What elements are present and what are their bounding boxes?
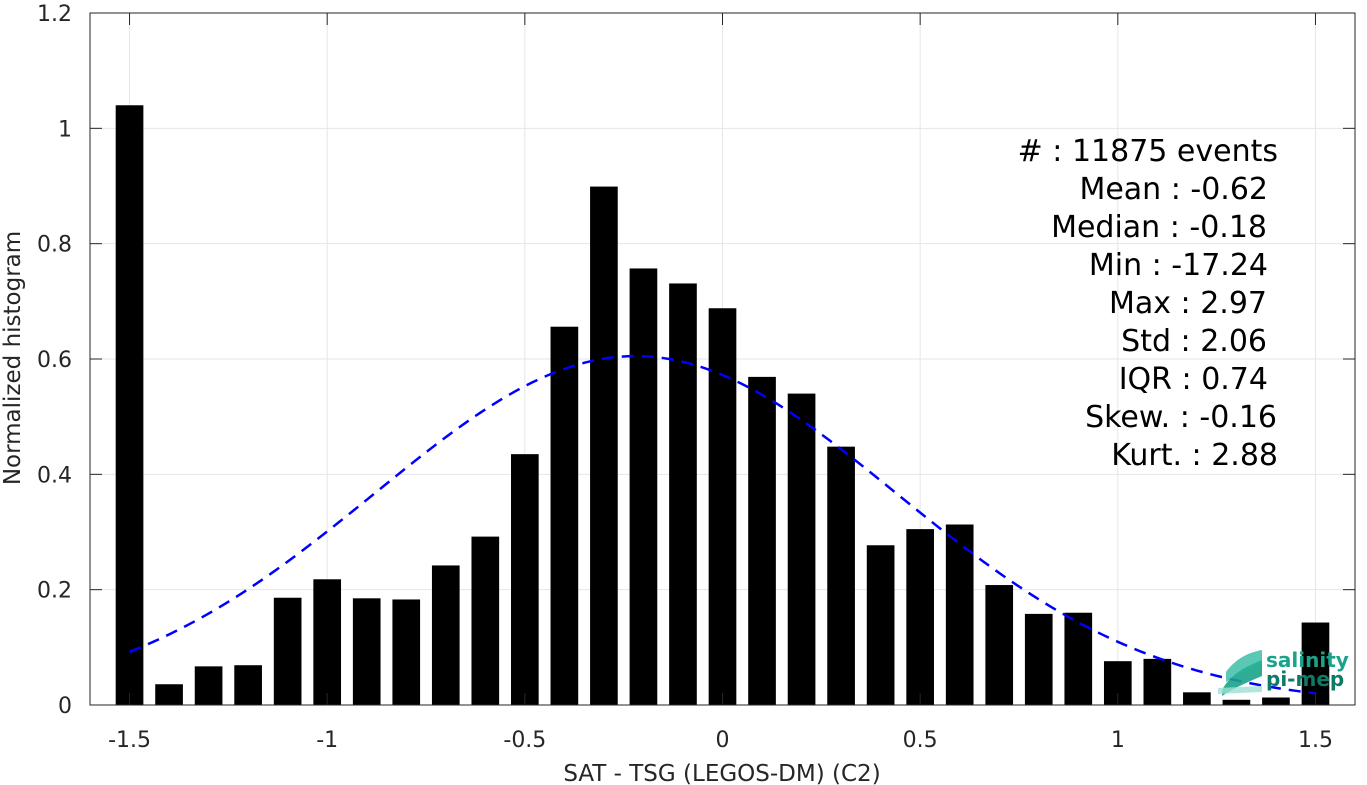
stat-line: Median : -0.18 [1051,210,1267,245]
y-tick-label: 0.4 [37,463,72,488]
histogram-bar [511,454,539,705]
histogram-bar [787,393,816,705]
logo-line-1: salinity [1266,648,1349,672]
histogram-bar [708,308,737,705]
histogram-bar [1262,697,1290,705]
histogram-bar [194,666,223,705]
histogram-bar [1222,699,1251,705]
stat-line: IQR : 0.74 [1119,362,1268,397]
histogram-bar [392,599,421,705]
histogram-bar [550,326,579,705]
histogram-bar [431,565,460,705]
x-axis-label: SAT - TSG (LEGOS-DM) (C2) [563,761,880,785]
histogram-bar [273,597,302,705]
x-tick-label: 1 [1111,728,1125,753]
histogram-bar [906,529,934,705]
histogram-bar [234,665,262,705]
stat-line: Mean : -0.62 [1079,172,1268,207]
y-axis-label: Normalized histogram [0,231,26,485]
histogram-bar [1183,692,1211,705]
logo-waves-icon [1218,650,1262,696]
histogram-bar [115,105,144,706]
histogram-bar [590,186,618,705]
y-tick-label: 0.8 [37,233,72,258]
y-tick-label: 0.2 [37,579,72,604]
x-tick-labels: -1.5 -1 -0.5 0 0.5 1 1.5 [108,728,1333,753]
histogram-bar [629,268,658,705]
histogram-bar [352,598,381,705]
x-tick-label: -0.5 [503,728,546,753]
stat-line: Kurt. : 2.88 [1111,438,1278,473]
stat-line: Max : 2.97 [1109,286,1267,321]
x-tick-label: -1.5 [108,728,151,753]
bars [115,105,1330,706]
stat-line: Skew. : -0.16 [1085,400,1277,435]
histogram-bar [985,585,1014,705]
normal-fit-curve [129,354,1316,695]
histogram-bar [471,536,500,705]
x-tick-label: 1.5 [1298,728,1333,753]
y-tick-label: 1 [58,117,72,142]
stat-line: # : 11875 events [1018,134,1278,169]
y-tick-label: 0 [58,694,72,719]
histogram-bar [155,684,183,705]
x-tick-label: 0.5 [903,728,938,753]
histogram-bar [669,283,697,705]
axis-ticks [90,12,1355,706]
histogram-bar [1301,622,1330,705]
histogram-bar [827,446,855,705]
stat-line: Min : -17.24 [1089,248,1268,283]
x-tick-label: 0 [716,728,730,753]
x-tick-label: -1 [316,728,338,753]
salinity-pi-mep-logo: salinity pi-mep [1218,648,1349,696]
y-tick-label: 0.6 [37,348,72,373]
histogram-bar [1024,613,1053,705]
logo-line-2: pi-mep [1266,667,1344,691]
histogram-bar [1143,658,1172,705]
histogram-bar [748,376,776,705]
y-tick-labels: 0 0.2 0.4 0.6 0.8 1 1.2 [37,2,72,719]
histogram-bar [313,579,342,705]
y-tick-label: 1.2 [37,2,72,27]
histogram-bar [945,524,974,705]
histogram-bar [866,545,895,705]
stat-line: Std : 2.06 [1121,324,1267,359]
